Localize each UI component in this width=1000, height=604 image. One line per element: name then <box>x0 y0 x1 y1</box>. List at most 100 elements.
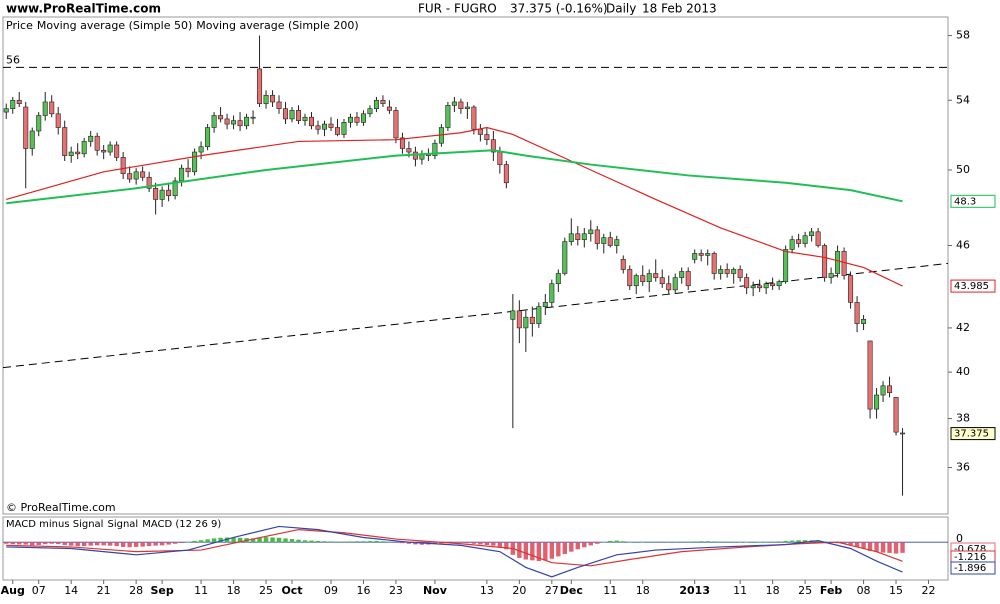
candle-body <box>283 108 289 120</box>
x-tick-label: Feb <box>820 584 843 597</box>
histogram-bar <box>861 542 866 549</box>
histogram-bar <box>348 541 353 543</box>
x-tick-label: 18 <box>636 584 650 597</box>
histogram-bar <box>744 542 749 543</box>
x-tick-label: Aug <box>1 584 25 597</box>
candle-body <box>471 106 477 130</box>
candle-body <box>536 306 542 324</box>
candle-body <box>562 241 568 274</box>
y-tick-label: 42 <box>956 321 970 334</box>
candle-body <box>218 115 224 120</box>
candle-body <box>81 141 87 155</box>
candle-body <box>68 151 74 156</box>
histogram-bar <box>17 542 22 545</box>
candle-body <box>464 106 470 110</box>
histogram-bar <box>309 540 314 543</box>
x-tick-label: 14 <box>64 584 78 597</box>
candle-body <box>451 101 457 106</box>
histogram-bar <box>452 542 457 543</box>
x-tick-label: 08 <box>857 584 871 597</box>
candle-body <box>289 110 295 120</box>
x-tick-label: 16 <box>356 584 370 597</box>
candle-body <box>659 277 665 285</box>
histogram-bar <box>757 542 762 543</box>
histogram-bar <box>718 541 723 543</box>
x-tick-label: 20 <box>512 584 526 597</box>
histogram-bar <box>841 542 847 544</box>
candle-body <box>867 340 873 410</box>
candle-body <box>679 271 685 278</box>
histogram-bar <box>802 540 808 543</box>
candle-body <box>133 171 139 180</box>
candle-body <box>763 283 769 289</box>
legend-entry: Signal <box>107 519 138 530</box>
histogram-bar <box>770 541 775 543</box>
candle-body <box>672 277 678 291</box>
value-label: -0.678 <box>954 544 986 555</box>
histogram-bar <box>432 542 438 545</box>
x-tick-label: 2013 <box>679 584 710 597</box>
candle-body <box>555 273 561 285</box>
candle-body <box>802 235 808 244</box>
candle-body <box>16 99 22 104</box>
x-tick-label: 22 <box>922 584 936 597</box>
candle-body <box>874 394 880 410</box>
x-tick-label: 18 <box>766 584 780 597</box>
candle-body <box>627 269 633 287</box>
candle-body <box>360 113 366 123</box>
copyright: © ProRealTime.com <box>6 501 116 514</box>
histogram-bar <box>94 542 100 546</box>
y-tick-label: 46 <box>956 239 970 252</box>
histogram-bar <box>328 541 334 543</box>
candle-body <box>399 137 405 149</box>
candle-body <box>705 253 711 256</box>
y-tick-label: 0 <box>956 532 963 545</box>
candle-body <box>581 233 587 240</box>
histogram-bar <box>62 542 67 546</box>
histogram-bar <box>237 537 243 543</box>
x-tick-label: Sep <box>150 584 173 597</box>
candle-body <box>159 189 165 200</box>
histogram-bar <box>179 542 184 543</box>
x-tick-label: 13 <box>480 584 494 597</box>
histogram-bar <box>880 542 886 553</box>
value-box <box>950 279 996 293</box>
y-tick-label: 58 <box>956 29 970 42</box>
candle-body <box>549 283 555 303</box>
histogram-bar <box>192 540 197 543</box>
histogram-bar <box>530 542 535 561</box>
histogram-bar <box>458 542 464 543</box>
histogram-bar <box>30 542 35 546</box>
candle-body <box>3 108 9 113</box>
histogram-bar <box>666 541 671 543</box>
candle-body <box>575 233 581 240</box>
candle-body <box>848 275 854 303</box>
histogram-bar <box>341 541 347 543</box>
histogram-bar <box>315 540 321 543</box>
histogram-bar <box>731 541 736 543</box>
histogram-bar <box>289 539 295 543</box>
histogram-bar <box>679 541 684 543</box>
candle-body <box>263 94 269 104</box>
candle-body <box>770 283 776 287</box>
x-tick-label: 27 <box>545 584 559 597</box>
y-tick-label: 40 <box>956 365 970 378</box>
histogram-bar <box>107 542 113 546</box>
histogram-bar <box>4 542 9 544</box>
candle-body <box>887 385 893 394</box>
price-panel <box>2 16 949 515</box>
date: 18 Feb 2013 <box>642 2 717 16</box>
value-box <box>950 561 996 575</box>
histogram-bar <box>354 541 360 543</box>
x-tick-label: 11 <box>733 584 747 597</box>
line-series <box>6 525 903 578</box>
candle-body <box>588 229 594 235</box>
histogram-bar <box>893 542 899 554</box>
value-label: 48.3 <box>954 196 976 207</box>
histogram-bar <box>361 541 366 543</box>
candle-body <box>529 316 535 324</box>
candle-body <box>783 249 789 282</box>
trendline <box>2 262 949 369</box>
histogram-bar <box>608 540 613 543</box>
candle-body <box>880 385 886 396</box>
